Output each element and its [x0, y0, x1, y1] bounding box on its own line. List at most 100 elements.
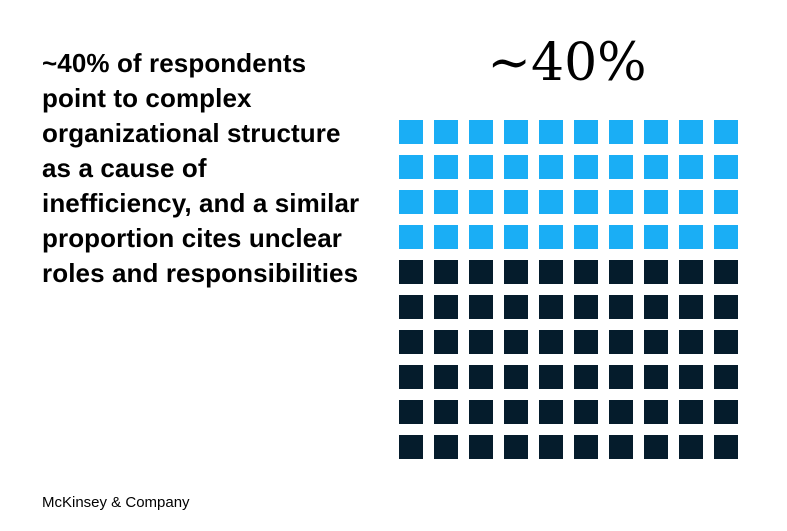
- waffle-cell-highlighted: [399, 190, 423, 214]
- waffle-cell: [714, 260, 738, 284]
- waffle-cell: [679, 295, 703, 319]
- waffle-cell: [574, 435, 598, 459]
- waffle-cell-highlighted: [504, 190, 528, 214]
- waffle-cell: [434, 365, 458, 389]
- waffle-cell: [574, 365, 598, 389]
- waffle-cell: [399, 400, 423, 424]
- waffle-cell: [644, 435, 668, 459]
- waffle-cell: [504, 330, 528, 354]
- waffle-cell-highlighted: [714, 190, 738, 214]
- waffle-cell: [609, 260, 633, 284]
- waffle-cell: [469, 330, 493, 354]
- waffle-cell: [504, 260, 528, 284]
- waffle-cell: [679, 330, 703, 354]
- brand-footer: McKinsey & Company: [42, 494, 190, 511]
- waffle-cell: [539, 435, 563, 459]
- waffle-cell-highlighted: [469, 120, 493, 144]
- waffle-cell-highlighted: [539, 190, 563, 214]
- waffle-cell: [539, 295, 563, 319]
- waffle-cell-highlighted: [399, 120, 423, 144]
- waffle-cell: [399, 260, 423, 284]
- waffle-cell-highlighted: [469, 155, 493, 179]
- waffle-cell-highlighted: [714, 225, 738, 249]
- waffle-cell-highlighted: [539, 225, 563, 249]
- waffle-cell: [539, 260, 563, 284]
- waffle-cell-highlighted: [609, 155, 633, 179]
- waffle-cell: [399, 435, 423, 459]
- waffle-cell: [574, 400, 598, 424]
- waffle-cell: [714, 435, 738, 459]
- waffle-cell: [644, 295, 668, 319]
- waffle-cell-highlighted: [644, 120, 668, 144]
- waffle-cell: [644, 330, 668, 354]
- waffle-cell: [399, 365, 423, 389]
- waffle-cell: [714, 365, 738, 389]
- waffle-cell: [609, 365, 633, 389]
- headline: ~40% of respondents point to complex org…: [42, 48, 360, 288]
- big-stat-value: ~40%: [487, 33, 647, 93]
- waffle-cell: [504, 295, 528, 319]
- waffle-cell: [609, 400, 633, 424]
- waffle-cell: [469, 435, 493, 459]
- waffle-cell: [504, 435, 528, 459]
- waffle-cell: [434, 295, 458, 319]
- waffle-cell-highlighted: [609, 190, 633, 214]
- waffle-cell: [644, 260, 668, 284]
- waffle-cell-highlighted: [434, 225, 458, 249]
- waffle-cell: [469, 295, 493, 319]
- waffle-cell: [714, 295, 738, 319]
- waffle-cell: [609, 330, 633, 354]
- waffle-cell: [469, 260, 493, 284]
- waffle-cell-highlighted: [539, 120, 563, 144]
- waffle-cell-highlighted: [714, 120, 738, 144]
- waffle-cell: [679, 400, 703, 424]
- waffle-cell: [539, 330, 563, 354]
- waffle-cell-highlighted: [679, 225, 703, 249]
- waffle-cell: [434, 400, 458, 424]
- waffle-cell: [434, 330, 458, 354]
- waffle-cell-highlighted: [574, 120, 598, 144]
- waffle-cell: [644, 365, 668, 389]
- waffle-cell: [714, 400, 738, 424]
- waffle-cell-highlighted: [679, 120, 703, 144]
- waffle-cell-highlighted: [504, 155, 528, 179]
- waffle-cell: [469, 365, 493, 389]
- waffle-cell-highlighted: [714, 155, 738, 179]
- waffle-cell-highlighted: [469, 225, 493, 249]
- waffle-cell-highlighted: [399, 225, 423, 249]
- waffle-cell-highlighted: [574, 225, 598, 249]
- waffle-cell: [399, 330, 423, 354]
- waffle-cell-highlighted: [609, 225, 633, 249]
- waffle-cell-highlighted: [679, 155, 703, 179]
- waffle-cell: [399, 295, 423, 319]
- waffle-cell-highlighted: [434, 120, 458, 144]
- waffle-cell-highlighted: [504, 225, 528, 249]
- waffle-cell: [504, 365, 528, 389]
- waffle-cell: [609, 295, 633, 319]
- waffle-cell-highlighted: [679, 190, 703, 214]
- waffle-cell-highlighted: [434, 155, 458, 179]
- waffle-cell: [644, 400, 668, 424]
- waffle-cell: [469, 400, 493, 424]
- waffle-cell: [434, 260, 458, 284]
- waffle-cell-highlighted: [399, 155, 423, 179]
- waffle-cell: [574, 295, 598, 319]
- waffle-cell: [574, 260, 598, 284]
- waffle-cell-highlighted: [644, 190, 668, 214]
- waffle-cell-highlighted: [469, 190, 493, 214]
- waffle-cell: [714, 330, 738, 354]
- waffle-cell-highlighted: [434, 190, 458, 214]
- waffle-cell: [504, 400, 528, 424]
- waffle-cell-highlighted: [609, 120, 633, 144]
- waffle-cell: [679, 260, 703, 284]
- waffle-cell-highlighted: [504, 120, 528, 144]
- waffle-cell-highlighted: [574, 190, 598, 214]
- waffle-cell: [539, 365, 563, 389]
- waffle-cell-highlighted: [644, 155, 668, 179]
- waffle-cell: [679, 435, 703, 459]
- waffle-cell: [539, 400, 563, 424]
- waffle-cell-highlighted: [539, 155, 563, 179]
- waffle-cell: [434, 435, 458, 459]
- waffle-cell-highlighted: [644, 225, 668, 249]
